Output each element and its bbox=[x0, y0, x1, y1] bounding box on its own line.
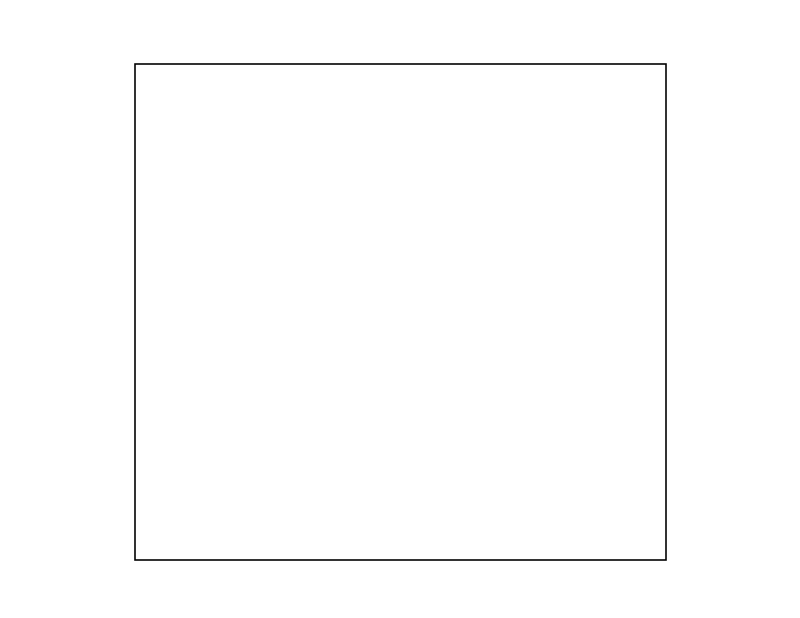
plot-frame bbox=[134, 63, 667, 561]
map-background bbox=[135, 64, 666, 560]
map-plot-area bbox=[134, 63, 667, 561]
colorbar bbox=[718, 66, 790, 550]
